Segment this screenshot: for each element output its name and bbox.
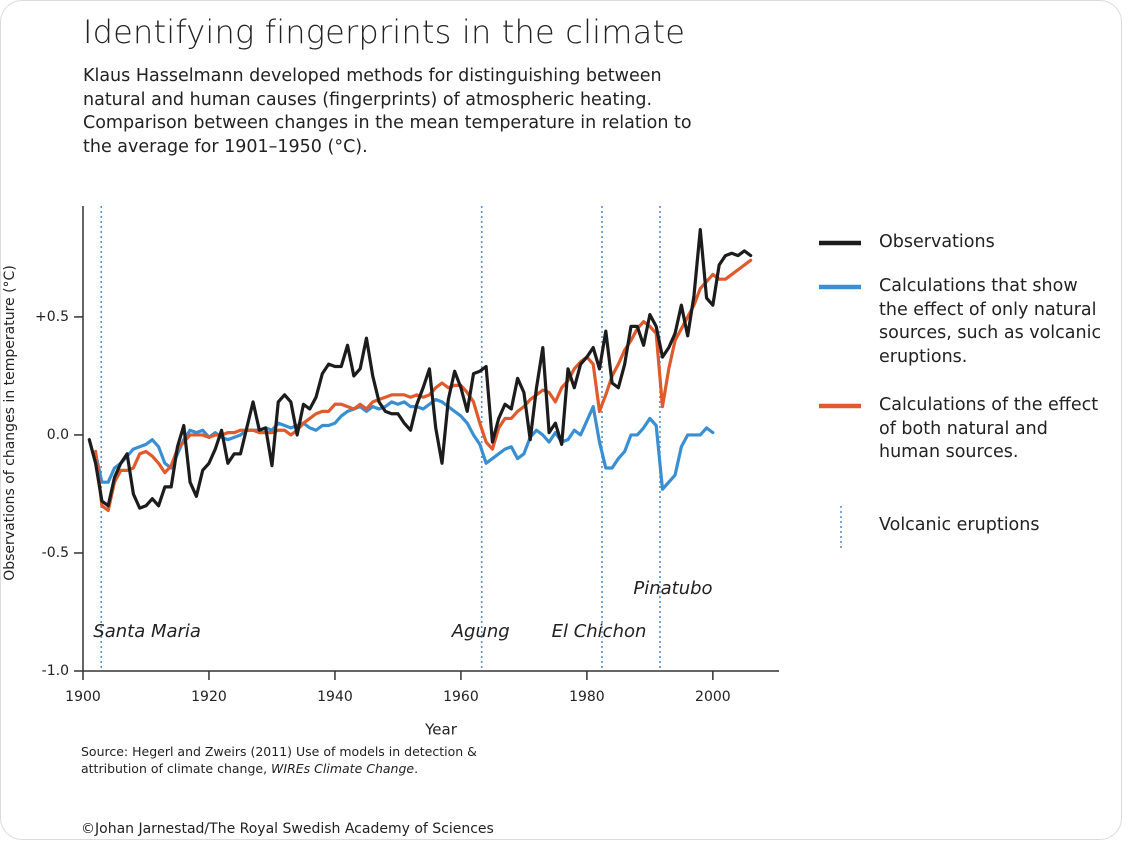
series-line <box>94 397 715 491</box>
source: Source: Hegerl and Zweirs (2011) Use of … <box>81 743 481 777</box>
x-tick-label: 1900 <box>65 689 101 705</box>
chart: -1.0 -0.5 0.0 +0.5 1900 1920 1940 1960 1980 2000 Y… <box>2 206 861 739</box>
chart-subtitle: Klaus Hasselmann developed methods for d… <box>83 66 692 157</box>
eruption-label: Pinatubo <box>633 578 712 599</box>
x-tick-label: 1980 <box>569 689 605 705</box>
eruption-label: Santa Maria <box>93 621 201 642</box>
y-tick-label: -1.0 <box>42 663 69 679</box>
y-tick-label: 0.0 <box>47 427 69 443</box>
x-tick-label: 1940 <box>317 689 353 705</box>
legend-label: Calculations that show the effect of onl… <box>879 276 1102 367</box>
credit: ©Johan Jarnestad/The Royal Swedish Acade… <box>81 821 494 837</box>
x-tick-label: 1960 <box>443 689 479 705</box>
y-tick-label: -0.5 <box>42 545 69 561</box>
chart-title: Identifying fingerprints in the climate <box>83 13 686 51</box>
source-end: . <box>414 761 419 776</box>
legend-label: Observations <box>879 232 995 252</box>
series-line <box>94 258 753 513</box>
eruption-label: El Chichon <box>552 621 647 642</box>
y-axis-label: Observations of changes in temperature (… <box>2 265 18 581</box>
y-tick-label: +0.5 <box>35 309 69 325</box>
legend-label: Volcanic eruptions <box>879 515 1040 535</box>
x-axis-label: Year <box>424 721 458 739</box>
eruption-label: Agung <box>451 621 510 642</box>
x-tick-label: 1920 <box>191 689 227 705</box>
source-text: Source: Hegerl and Zweirs (2011) Use of … <box>81 744 477 776</box>
series-line <box>87 228 753 510</box>
source-journal: WIREs Climate Change <box>271 761 415 776</box>
x-tick-label: 2000 <box>695 689 731 705</box>
legend-label: Calculations of the effect of both natur… <box>879 395 1099 462</box>
